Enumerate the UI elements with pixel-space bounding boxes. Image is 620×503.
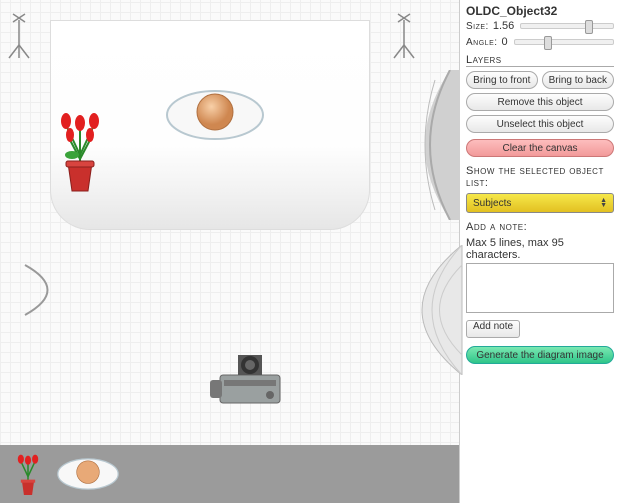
size-slider[interactable] (520, 23, 614, 29)
clear-canvas-button[interactable]: Clear the canvas (466, 139, 614, 157)
object-tray (0, 445, 459, 503)
properties-panel: OLDC_Object32 Size: 1.56 Angle: 0 Layers… (460, 0, 620, 503)
prop-flowerpot[interactable] (50, 105, 110, 195)
object-list-dropdown[interactable]: Subjects ▲▼ (466, 193, 614, 213)
bring-to-back-button[interactable]: Bring to back (542, 71, 614, 89)
angle-label: Angle: (466, 37, 498, 48)
tray-item-subject[interactable] (54, 452, 122, 496)
note-hint: Max 5 lines, max 95 characters. (466, 237, 614, 261)
add-note-button[interactable]: Add note (466, 320, 520, 338)
generate-image-button[interactable]: Generate the diagram image (466, 346, 614, 364)
bring-to-front-button[interactable]: Bring to front (466, 71, 538, 89)
softbox-lower-right[interactable] (377, 245, 467, 375)
subject-person[interactable] (165, 80, 265, 150)
light-stand-left[interactable] (5, 10, 33, 60)
remove-object-button[interactable]: Remove this object (466, 93, 614, 111)
camera[interactable] (210, 350, 290, 410)
object-name: OLDC_Object32 (466, 4, 614, 18)
softbox-right[interactable] (380, 70, 460, 220)
dropdown-selected: Subjects (473, 198, 511, 209)
angle-value: 0 (502, 36, 508, 48)
tray-item-flowerpot[interactable] (10, 451, 46, 497)
layers-title: Layers (466, 54, 614, 67)
light-stand-right[interactable] (390, 10, 418, 60)
size-value: 1.56 (493, 20, 514, 32)
angle-slider[interactable] (514, 39, 614, 45)
size-label: Size: (466, 21, 489, 32)
reflector-left[interactable] (20, 260, 90, 320)
dropdown-arrows-icon: ▲▼ (600, 198, 607, 208)
note-textarea[interactable] (466, 263, 614, 313)
show-list-label: Show the selected object list: (466, 165, 614, 189)
unselect-object-button[interactable]: Unselect this object (466, 115, 614, 133)
canvas-area[interactable] (0, 0, 460, 503)
note-label: Add a note: (466, 221, 614, 233)
